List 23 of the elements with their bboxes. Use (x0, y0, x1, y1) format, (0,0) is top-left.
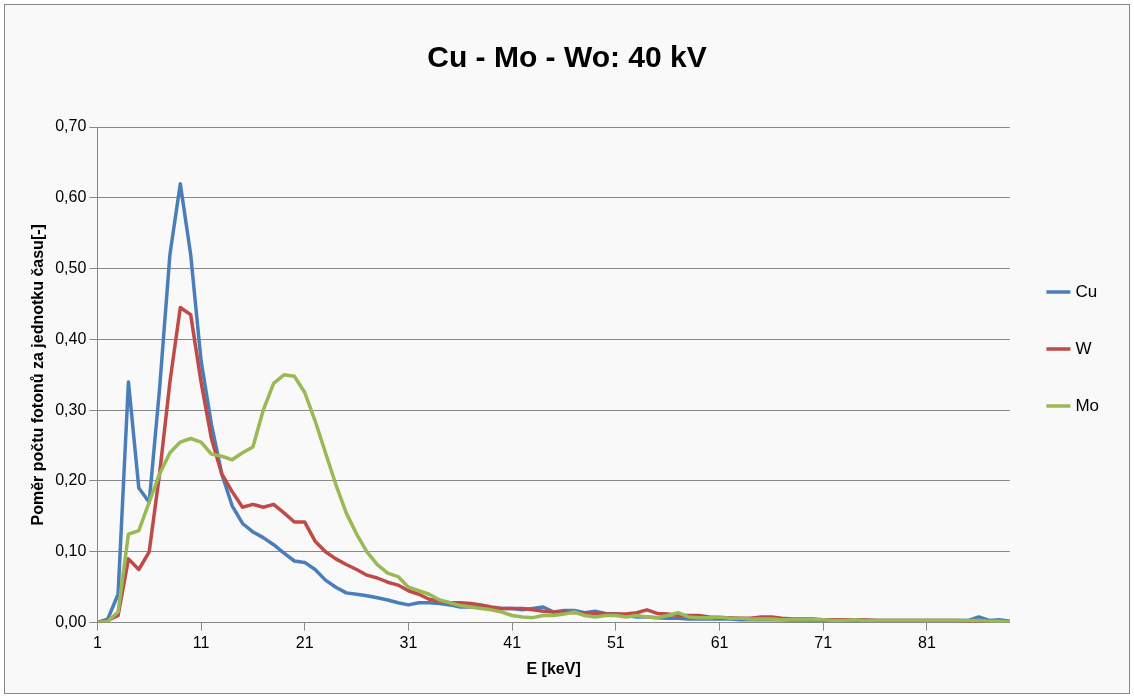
x-tick-label: 81 (918, 633, 936, 651)
y-tick-label: 0,70 (55, 117, 87, 135)
chart-title: Cu - Mo - Wo: 40 kV (427, 40, 707, 74)
y-tick-label: 0,00 (55, 613, 87, 631)
legend-label: W (1075, 338, 1092, 358)
x-tick-label: 51 (606, 633, 625, 651)
y-tick-label: 0,60 (55, 188, 87, 206)
x-tick-label: 41 (503, 633, 522, 651)
x-axis-title: E [keV] (526, 659, 581, 677)
y-tick-label: 0,40 (55, 329, 87, 347)
y-tick-label: 0,30 (55, 400, 87, 418)
x-tick-label: 21 (295, 633, 314, 651)
y-tick-label: 0,50 (55, 259, 87, 277)
y-tick-label: 0,20 (55, 471, 87, 489)
y-tick-label: 0,10 (55, 542, 87, 560)
legend-label: Mo (1075, 395, 1100, 415)
x-tick-label: 61 (710, 633, 729, 651)
legend-label: Cu (1075, 281, 1098, 301)
x-tick-label: 1 (92, 633, 102, 651)
y-axis-title: Poměr počtu fotonů za jednotku času[-] (29, 224, 47, 526)
x-tick-label: 31 (399, 633, 418, 651)
x-tick-label: 71 (814, 633, 833, 651)
x-tick-label: 11 (192, 633, 210, 651)
